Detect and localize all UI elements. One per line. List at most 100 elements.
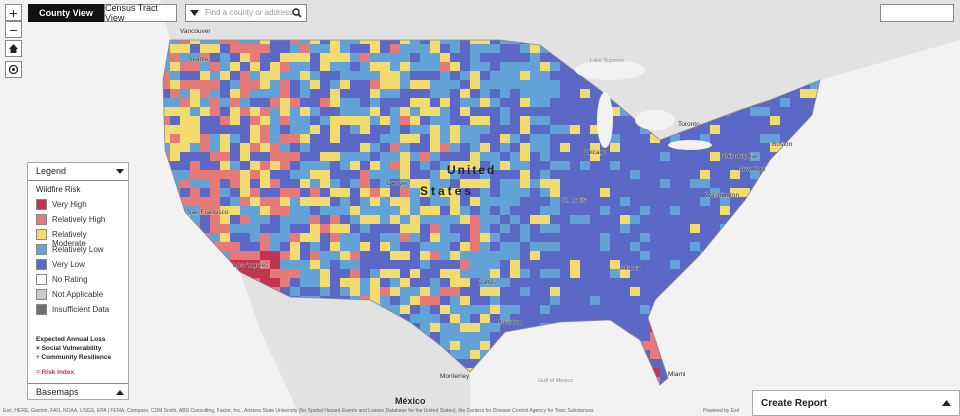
county	[500, 143, 511, 153]
powered-by: Powered by Esri	[703, 408, 739, 414]
county	[230, 134, 241, 144]
county	[280, 107, 291, 117]
county	[650, 143, 661, 153]
county	[700, 269, 711, 279]
county	[420, 125, 431, 135]
county	[520, 359, 531, 369]
county-view-tab[interactable]: County View	[28, 4, 104, 22]
county	[240, 305, 251, 315]
county	[300, 170, 311, 180]
county	[590, 116, 601, 126]
county	[780, 242, 791, 252]
county	[690, 386, 701, 396]
legend-swatch	[36, 214, 47, 225]
county	[210, 377, 221, 385]
county	[540, 332, 551, 342]
county	[420, 134, 431, 144]
county	[290, 80, 301, 90]
locate-button[interactable]	[5, 61, 22, 78]
county	[400, 107, 411, 117]
county	[300, 278, 311, 288]
tract-view-tab[interactable]: Census Tract View	[104, 3, 177, 23]
county	[520, 116, 531, 126]
county	[590, 107, 601, 117]
county	[390, 62, 401, 72]
county	[530, 161, 541, 171]
county	[440, 152, 451, 162]
county	[400, 98, 411, 108]
county	[190, 44, 201, 54]
county	[820, 107, 831, 117]
county	[760, 305, 771, 315]
county	[310, 53, 321, 63]
place-label: Dallas	[478, 279, 497, 286]
county	[180, 386, 191, 396]
county	[650, 359, 661, 369]
county	[300, 80, 311, 90]
county	[410, 62, 421, 72]
county	[400, 242, 411, 252]
county	[780, 251, 791, 261]
county	[390, 206, 401, 216]
county	[790, 242, 801, 252]
county	[550, 296, 561, 306]
county	[520, 323, 531, 333]
county	[640, 224, 651, 234]
search-box[interactable]: Find a county or address	[185, 4, 307, 22]
county	[560, 332, 571, 342]
county	[180, 296, 191, 306]
locate-icon	[8, 64, 19, 75]
county	[210, 143, 221, 153]
county	[430, 98, 441, 108]
county	[200, 368, 211, 378]
county	[720, 170, 731, 180]
county	[660, 278, 671, 288]
county	[540, 170, 551, 180]
data-download-button[interactable]	[880, 4, 954, 22]
county	[370, 215, 381, 225]
county	[390, 224, 401, 234]
county	[250, 143, 261, 153]
basemaps-header[interactable]: Basemaps	[28, 383, 128, 401]
county	[170, 269, 181, 279]
county	[590, 386, 601, 396]
county	[730, 188, 741, 198]
county	[590, 179, 601, 189]
legend-header[interactable]: Legend	[28, 163, 128, 181]
zoom-in[interactable]: +	[5, 4, 22, 21]
create-report-panel[interactable]: Create Report	[752, 390, 960, 416]
county	[230, 40, 241, 45]
county	[580, 134, 591, 144]
county	[780, 134, 791, 144]
county	[370, 80, 381, 90]
home-button[interactable]	[5, 40, 22, 57]
county	[680, 215, 691, 225]
county	[320, 278, 331, 288]
county	[650, 287, 661, 297]
county	[430, 242, 441, 252]
county	[220, 296, 231, 306]
county	[560, 125, 571, 135]
county	[170, 206, 181, 216]
county	[170, 251, 181, 261]
county	[460, 71, 471, 81]
county	[640, 161, 651, 171]
county	[720, 134, 731, 144]
county	[760, 179, 771, 189]
county	[550, 305, 561, 315]
county	[340, 197, 351, 207]
county	[300, 62, 311, 72]
county	[360, 152, 371, 162]
county	[730, 332, 741, 342]
county	[240, 107, 251, 117]
county	[440, 161, 451, 171]
county	[810, 134, 820, 144]
county	[180, 305, 191, 315]
county	[690, 341, 701, 351]
county	[360, 170, 371, 180]
county	[610, 305, 621, 315]
county	[590, 197, 601, 207]
county	[780, 125, 791, 135]
zoom-out[interactable]: −	[5, 21, 22, 38]
county	[300, 233, 311, 243]
